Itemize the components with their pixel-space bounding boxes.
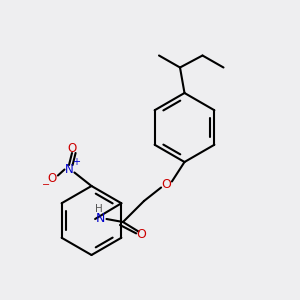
- Text: −: −: [42, 180, 50, 190]
- Text: O: O: [162, 178, 171, 191]
- Text: N: N: [64, 163, 74, 176]
- Text: H: H: [95, 204, 103, 214]
- Text: O: O: [68, 142, 76, 155]
- Text: +: +: [73, 157, 80, 167]
- Text: O: O: [136, 227, 146, 241]
- Text: O: O: [48, 172, 57, 185]
- Text: N: N: [96, 212, 105, 226]
